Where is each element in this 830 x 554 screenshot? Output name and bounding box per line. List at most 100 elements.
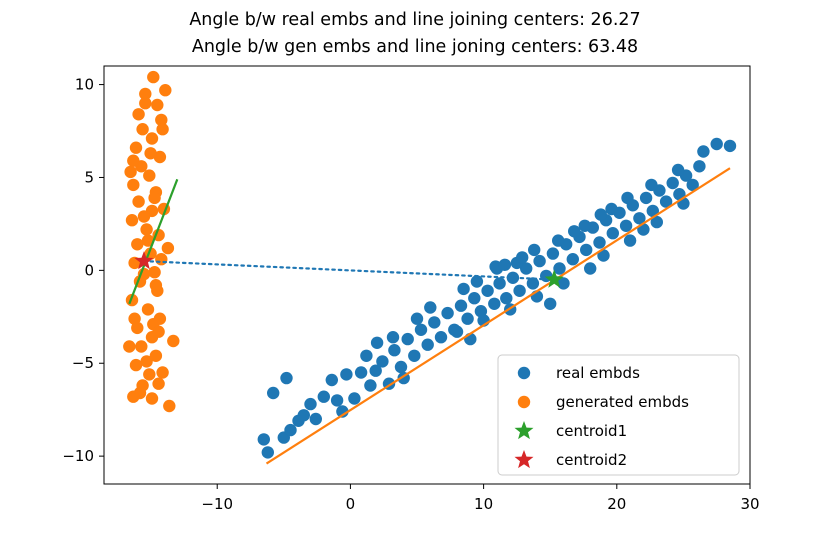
generated-embd-point: [132, 195, 145, 208]
real-embd-point: [386, 331, 400, 344]
real-embd-point: [493, 277, 506, 290]
real-embd-point: [710, 137, 723, 151]
real-embd-point: [544, 297, 557, 310]
generated-embd-point: [128, 312, 141, 325]
real-embd-point: [633, 212, 646, 225]
y-tick-label: −10: [62, 447, 94, 465]
legend-label: centroid1: [556, 422, 627, 440]
chart-title-line-1: Angle b/w real embs and line joining cen…: [189, 10, 640, 30]
generated-embd-point: [152, 325, 165, 338]
real-embd-point: [340, 368, 353, 381]
real-embd-point: [498, 258, 512, 271]
real-embd-point: [317, 390, 330, 403]
real-embd-point: [489, 260, 502, 273]
real-embd-point: [671, 163, 685, 177]
real-embd-point: [414, 323, 428, 336]
generated-embd-point: [137, 210, 151, 223]
generated-embd-point: [135, 340, 148, 353]
generated-embd-point: [148, 191, 161, 205]
y-tick-label: 10: [75, 76, 94, 94]
real-embd-point: [470, 275, 484, 288]
centroid-connector-line: [142, 260, 556, 281]
generated-embd-point: [139, 97, 152, 110]
real-embd-point: [454, 299, 468, 312]
generated-embd-point: [144, 147, 157, 160]
generated-embd-point: [139, 87, 152, 101]
generated-embd-point: [156, 366, 169, 379]
real-embd-point: [526, 277, 540, 290]
legend-swatch-centroid1: [514, 421, 534, 440]
real-embd-point: [261, 446, 274, 459]
real-embd-point: [280, 371, 293, 385]
generated-embd-point: [140, 355, 153, 368]
real-embd-point: [506, 271, 520, 284]
real-embd-point: [557, 277, 570, 290]
real-embd-point: [606, 227, 619, 240]
real-embd-point: [553, 262, 566, 275]
axis-ticks: −10 0 10 20 30 −10 −5 0 5 10: [62, 76, 759, 513]
real-embd-point: [325, 373, 338, 387]
real-embd-point: [360, 349, 373, 362]
centroid1-marker: [544, 269, 564, 288]
real-embd-point: [401, 332, 414, 346]
real-embd-point: [566, 253, 579, 266]
generated-embd-point: [125, 214, 139, 227]
generated-embd-point: [143, 368, 156, 381]
real-embd-point: [605, 202, 618, 216]
generated-embd-point: [131, 238, 144, 251]
real-embd-point: [645, 178, 658, 192]
generated-embd-point: [129, 141, 143, 154]
generated-embd-point: [132, 108, 145, 121]
generated-embd-point: [163, 399, 176, 413]
real-embd-point: [593, 236, 606, 249]
real-embd-point: [619, 219, 633, 232]
generated-embd-point: [153, 150, 167, 164]
real-embd-point: [474, 305, 488, 318]
real-embd-point: [284, 423, 297, 437]
real-embd-point: [500, 292, 513, 305]
real-embd-point: [516, 251, 529, 264]
real-embd-point: [348, 392, 361, 405]
generated-embd-point: [136, 123, 149, 136]
generated-embd-point: [143, 169, 156, 182]
real-embd-point: [369, 364, 382, 377]
real-embd-point: [697, 145, 710, 158]
real-embd-point: [309, 412, 322, 426]
generated-embd-point: [161, 241, 175, 255]
generated-embd-point: [140, 223, 153, 236]
generated-embd-point: [151, 98, 164, 112]
real-embd-point: [594, 208, 607, 221]
generated-embd-point: [145, 392, 159, 405]
real-embd-point: [666, 176, 679, 190]
generated-embd-point: [127, 154, 140, 167]
generated-embd-point: [141, 234, 155, 247]
real-embd-point: [354, 366, 368, 379]
real-embd-point: [421, 338, 434, 351]
real-embd-point: [659, 195, 673, 208]
real-embd-point: [297, 409, 310, 422]
legend-swatch-real-embds: [517, 366, 531, 380]
real-embd-point: [693, 160, 706, 173]
generated-embd-point: [156, 123, 169, 136]
real-embd-point: [533, 254, 546, 268]
chart-title-line-2: Angle b/w gen embs and line joning cente…: [192, 37, 638, 57]
real-embd-point: [370, 336, 384, 349]
real-fit-line: [265, 167, 731, 465]
real-embd-point: [513, 284, 526, 297]
legend-swatch-generated-embds: [517, 395, 531, 409]
real-embd-point: [376, 355, 389, 368]
generated-embd-point: [152, 377, 165, 390]
real-embd-point: [646, 204, 659, 218]
axes-frame: [103, 65, 751, 485]
real-embd-point: [394, 360, 408, 374]
y-tick-label: 0: [84, 261, 94, 279]
real-embd-point: [388, 344, 401, 357]
real-embd-point: [468, 292, 481, 305]
generated-embd-point: [127, 390, 140, 403]
real-embd-point: [578, 219, 591, 232]
legend-box: [497, 354, 740, 476]
real-embd-point: [584, 262, 597, 275]
centroid2-marker: [134, 251, 154, 270]
real-embd-point: [267, 386, 280, 400]
